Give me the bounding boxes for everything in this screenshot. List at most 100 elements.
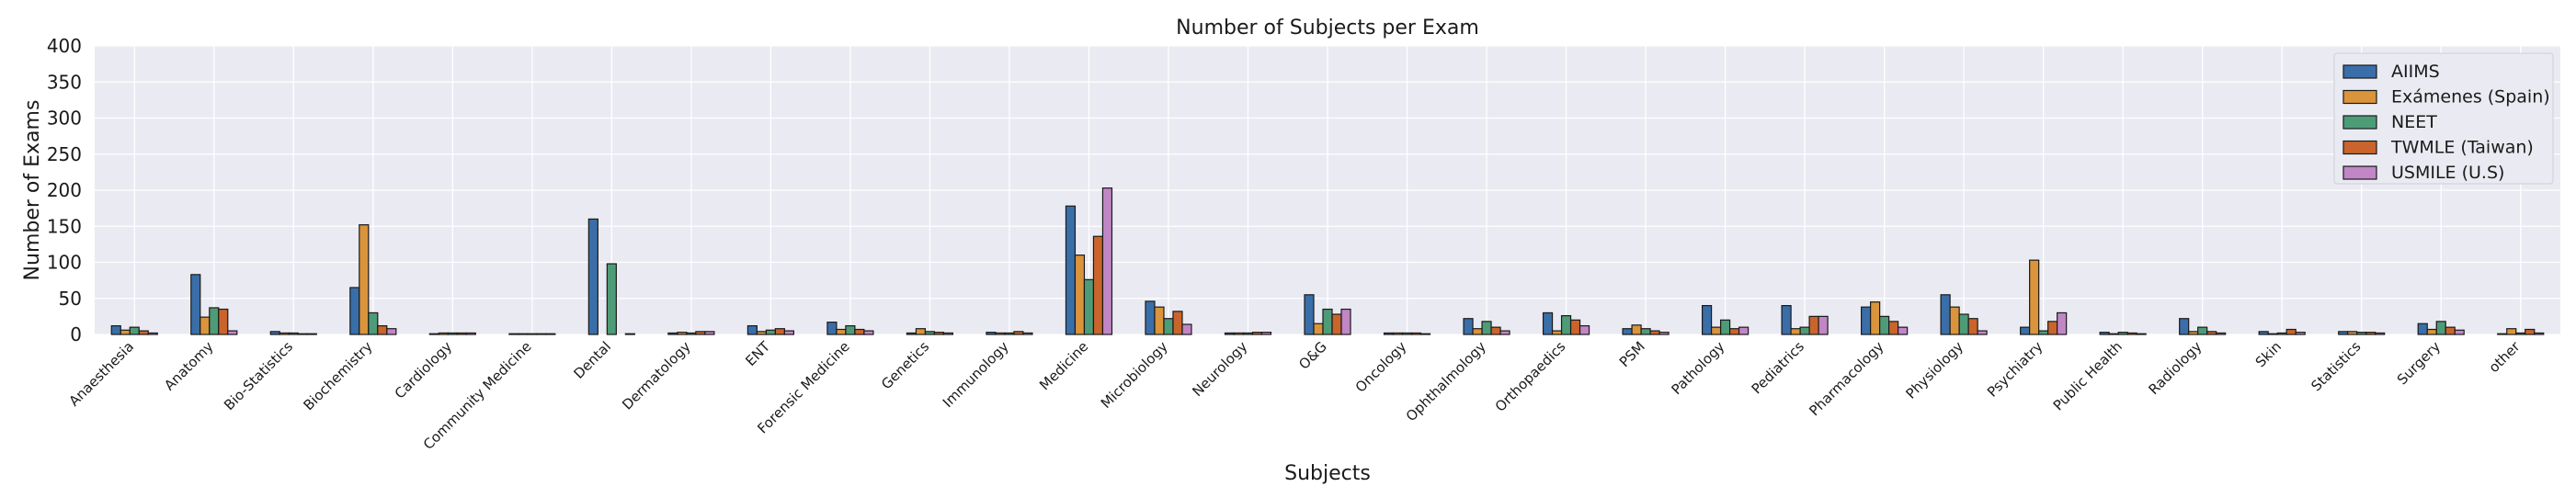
- bar: [1631, 324, 1642, 335]
- bar: [2534, 332, 2545, 335]
- y-axis-label: Number of Exams: [21, 100, 44, 281]
- bar: [269, 331, 280, 335]
- bar: [2126, 332, 2137, 335]
- grid-lines: [95, 45, 2560, 335]
- bar: [695, 331, 706, 335]
- bar: [465, 332, 476, 335]
- bar: [2258, 331, 2269, 335]
- bar: [1569, 319, 1581, 335]
- bar: [1401, 332, 1413, 335]
- bar: [199, 316, 211, 335]
- bar: [826, 322, 838, 335]
- bar: [1145, 300, 1156, 335]
- legend-label: NEET: [2391, 112, 2437, 132]
- bar: [227, 330, 238, 335]
- bar: [386, 328, 397, 335]
- bar: [1463, 318, 1474, 335]
- bar: [915, 328, 927, 335]
- bar: [2038, 330, 2049, 335]
- bar: [1101, 187, 1113, 335]
- y-tick-label: 100: [47, 252, 82, 274]
- bar: [1818, 315, 1829, 335]
- bar: [2197, 326, 2208, 335]
- bar: [1658, 332, 1670, 335]
- bar: [2506, 328, 2517, 335]
- bar: [218, 308, 229, 335]
- bar: [1888, 321, 1899, 335]
- bar: [686, 332, 697, 335]
- bar: [1579, 324, 1590, 335]
- bar: [349, 287, 360, 335]
- bar: [1242, 332, 1254, 335]
- bar: [1224, 332, 1236, 335]
- bar: [1074, 255, 1086, 335]
- bar: [1542, 311, 1554, 335]
- bar: [2276, 332, 2287, 335]
- bar: [1958, 313, 1969, 335]
- bar: [1808, 315, 1819, 335]
- bar: [2426, 328, 2437, 335]
- legend-swatch: [2342, 64, 2377, 79]
- bar: [1701, 305, 1713, 335]
- bar: [2417, 323, 2428, 335]
- bars: [110, 187, 2545, 335]
- legend-swatch: [2342, 165, 2377, 180]
- y-tick-label: 300: [47, 108, 82, 130]
- bar: [747, 324, 758, 335]
- bar: [845, 324, 856, 335]
- bar: [447, 332, 458, 335]
- bar: [1083, 278, 1095, 335]
- bar: [1879, 315, 1890, 335]
- bar: [1392, 332, 1404, 335]
- bar: [1940, 294, 1951, 335]
- bar: [933, 332, 945, 335]
- bar: [1013, 331, 1024, 335]
- y-tick-label: 400: [47, 35, 82, 57]
- bar: [2295, 332, 2306, 335]
- bar: [854, 328, 865, 335]
- bar: [1799, 326, 1810, 335]
- bar: [1331, 313, 1342, 335]
- bar: [120, 329, 131, 335]
- bar: [606, 263, 617, 335]
- bar: [1861, 306, 1872, 335]
- bar: [2356, 332, 2367, 335]
- bar: [783, 330, 794, 335]
- bar: [863, 330, 874, 335]
- bar: [1172, 311, 1183, 335]
- bar: [1163, 318, 1174, 335]
- bar: [906, 332, 918, 335]
- bar: [995, 332, 1006, 335]
- chart-title: Number of Subjects per Exam: [1176, 17, 1479, 40]
- bar: [2047, 321, 2058, 335]
- y-tick-label: 250: [47, 143, 82, 165]
- bar: [1340, 308, 1351, 335]
- bar: [2020, 326, 2031, 335]
- bar: [2188, 331, 2199, 335]
- bar: [1898, 326, 1909, 335]
- bar: [677, 332, 688, 335]
- bar: [1092, 235, 1104, 335]
- bar: [1481, 321, 1492, 335]
- bar: [1977, 330, 1988, 335]
- bar: [756, 331, 767, 335]
- bar: [1728, 328, 1740, 335]
- bar: [359, 224, 370, 335]
- bar: [2445, 326, 2456, 335]
- y-tick-label: 0: [70, 323, 82, 345]
- legend-label: Exámenes (Spain): [2391, 87, 2550, 108]
- bar: [1383, 332, 1395, 335]
- bar: [1870, 301, 1881, 335]
- bar: [1560, 314, 1572, 335]
- bar: [129, 326, 140, 335]
- legend-swatch: [2342, 115, 2377, 130]
- bar: [2515, 332, 2526, 335]
- bar: [1472, 328, 1483, 335]
- bar: [209, 307, 220, 335]
- bar: [2206, 331, 2217, 335]
- bar: [2285, 328, 2297, 335]
- legend-label: AIIMS: [2391, 62, 2440, 82]
- bar: [1499, 330, 1510, 335]
- legend-swatch: [2342, 140, 2377, 155]
- bar: [1004, 332, 1015, 335]
